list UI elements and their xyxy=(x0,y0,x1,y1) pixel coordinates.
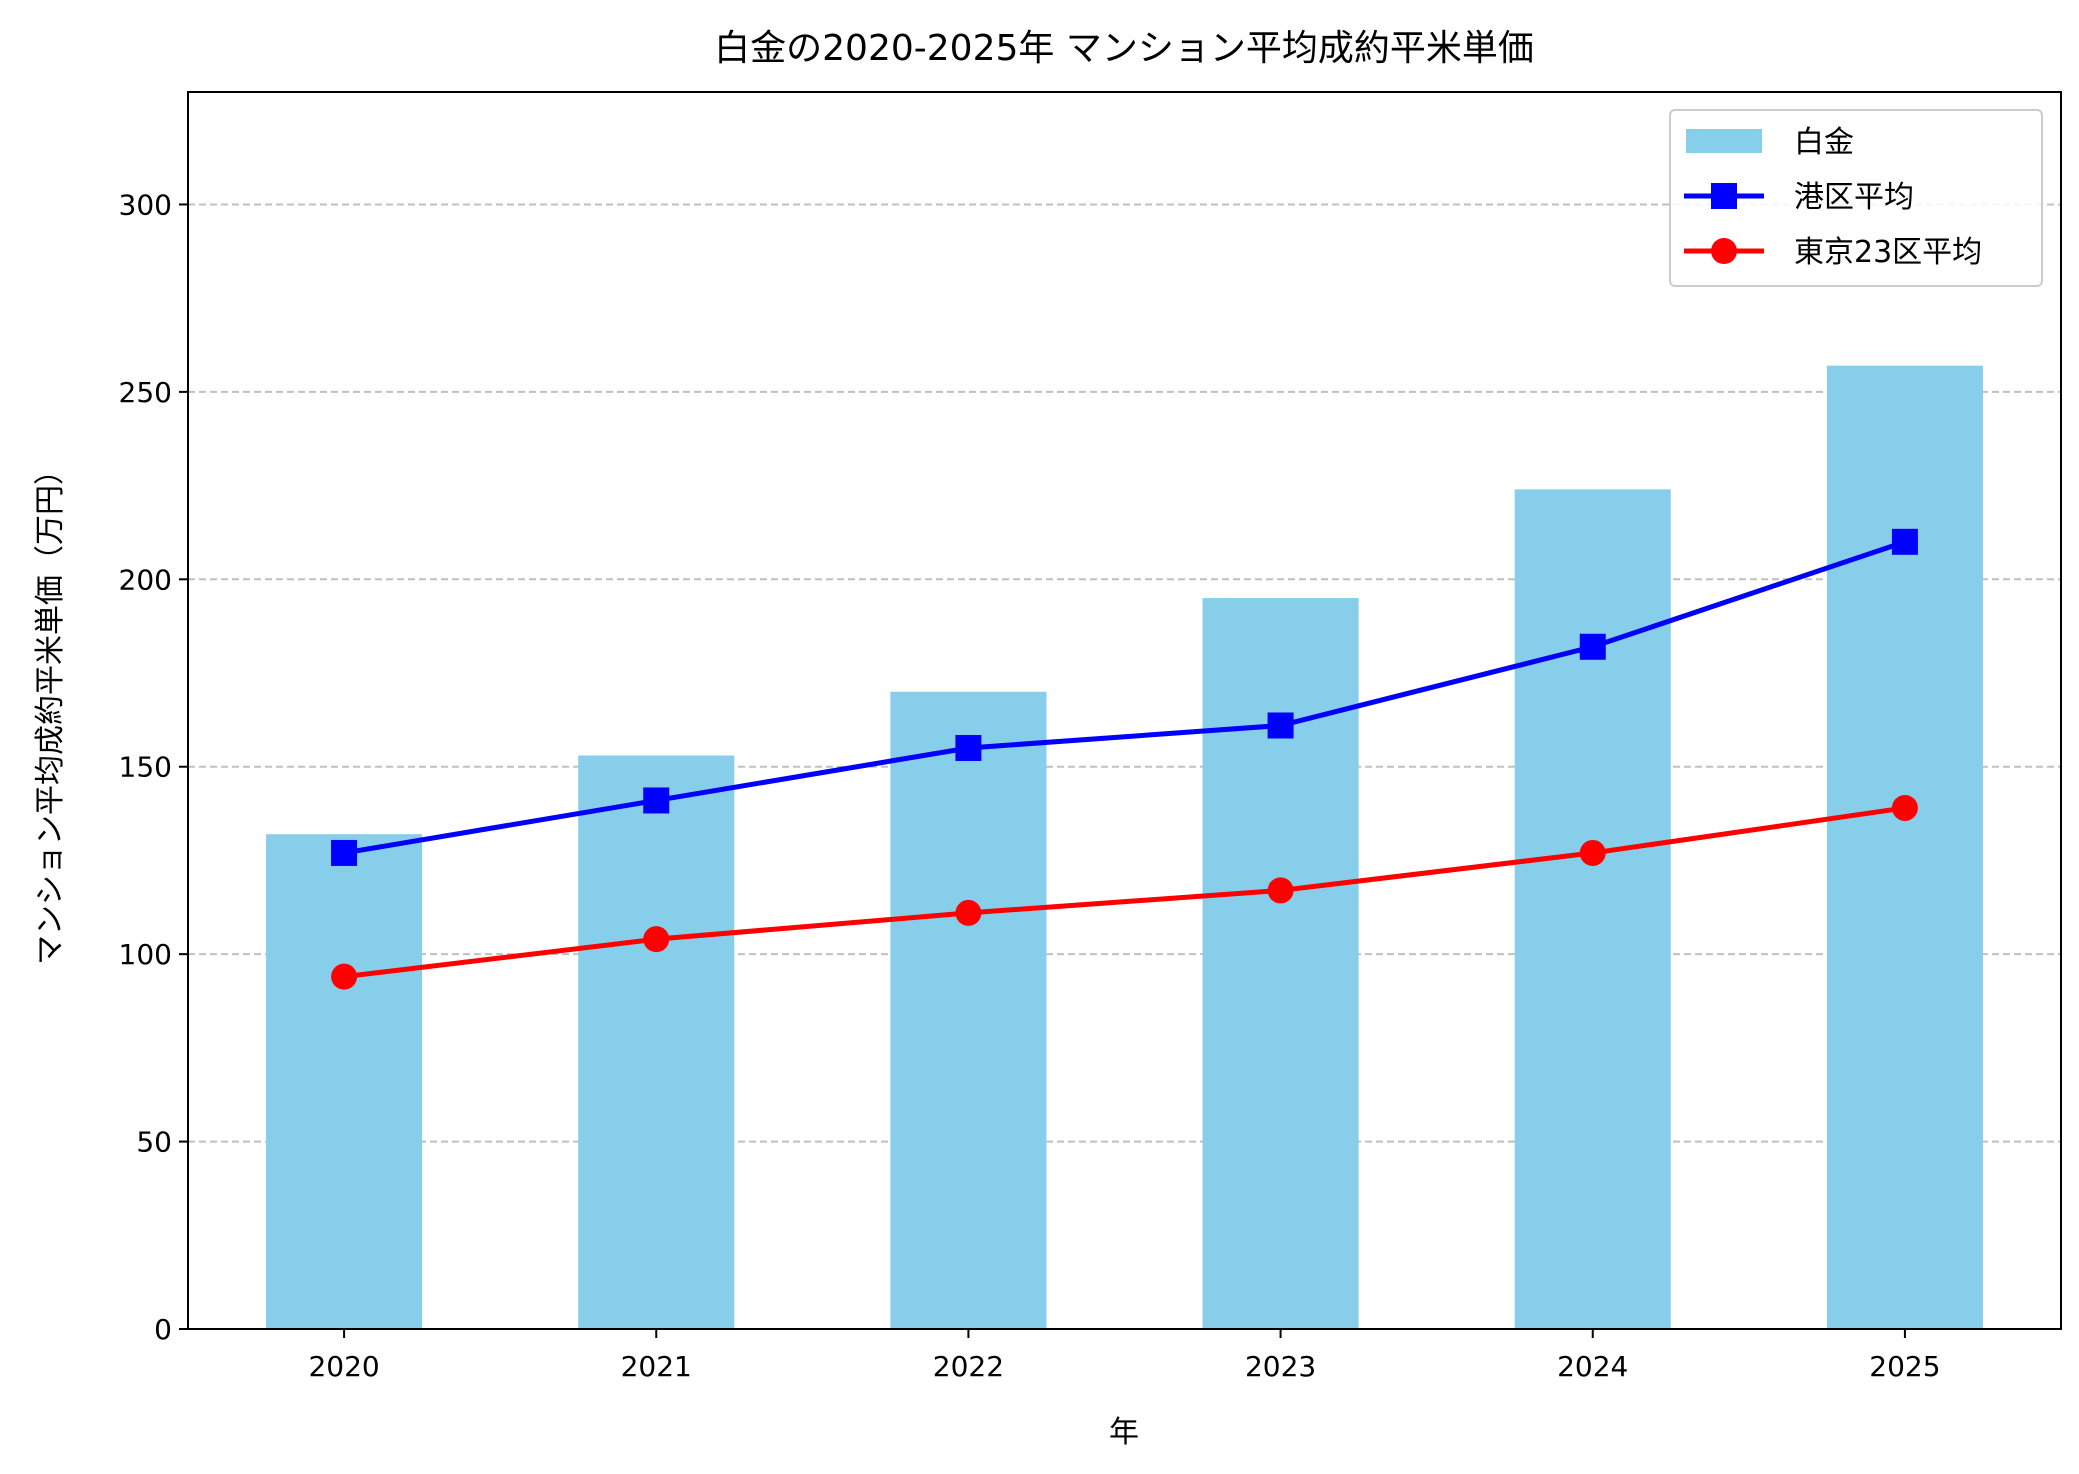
data-point-square xyxy=(955,734,982,761)
data-point-square xyxy=(331,839,358,866)
data-point-circle xyxy=(331,963,358,990)
data-point-circle xyxy=(1891,794,1918,821)
data-point-square xyxy=(1891,528,1918,555)
legend-label: 東京23区平均 xyxy=(1794,235,1982,270)
y-tick-label: 100 xyxy=(119,938,172,971)
y-tick-label: 250 xyxy=(119,376,172,409)
data-point-circle xyxy=(955,899,982,926)
bar xyxy=(1826,365,1983,1329)
y-axis-label: マンション平均成約平米単価（万円） xyxy=(33,455,68,965)
legend-marker-circle xyxy=(1711,238,1737,264)
bar xyxy=(890,691,1047,1329)
y-tick-label: 300 xyxy=(119,188,172,221)
bar xyxy=(1202,598,1359,1329)
bar xyxy=(1514,489,1671,1330)
x-tick-label: 2022 xyxy=(933,1350,1004,1383)
x-axis-label: 年 xyxy=(1109,1415,1139,1450)
legend-label: 白金 xyxy=(1794,125,1854,160)
data-point-circle xyxy=(643,926,670,953)
data-point-square xyxy=(643,787,670,814)
chart-title: 白金の2020-2025年 マンション平均成約平米単価 xyxy=(714,28,1534,69)
x-tick-label: 2021 xyxy=(621,1350,692,1383)
y-tick-label: 150 xyxy=(119,751,172,784)
series-line xyxy=(343,539,1906,856)
x-tick-label: 2020 xyxy=(308,1350,379,1383)
data-point-square xyxy=(1267,712,1294,739)
legend-swatch xyxy=(1686,129,1762,153)
legend-frame xyxy=(1669,109,2043,287)
y-tick-label: 0 xyxy=(154,1313,172,1346)
y-tick-label: 200 xyxy=(119,563,172,596)
data-point-square xyxy=(1579,633,1606,660)
x-tick-label: 2023 xyxy=(1245,1350,1316,1383)
bar xyxy=(266,834,423,1329)
x-tick-label: 2025 xyxy=(1869,1350,1940,1383)
plot-frame xyxy=(187,91,2062,1330)
legend-marker-square xyxy=(1711,183,1737,209)
data-point-circle xyxy=(1579,839,1606,866)
series-line xyxy=(343,805,1906,980)
data-point-circle xyxy=(1267,877,1294,904)
legend-label: 港区平均 xyxy=(1794,180,1914,215)
bar xyxy=(578,755,735,1329)
x-tick-label: 2024 xyxy=(1557,1350,1628,1383)
y-tick-label: 50 xyxy=(136,1126,172,1159)
